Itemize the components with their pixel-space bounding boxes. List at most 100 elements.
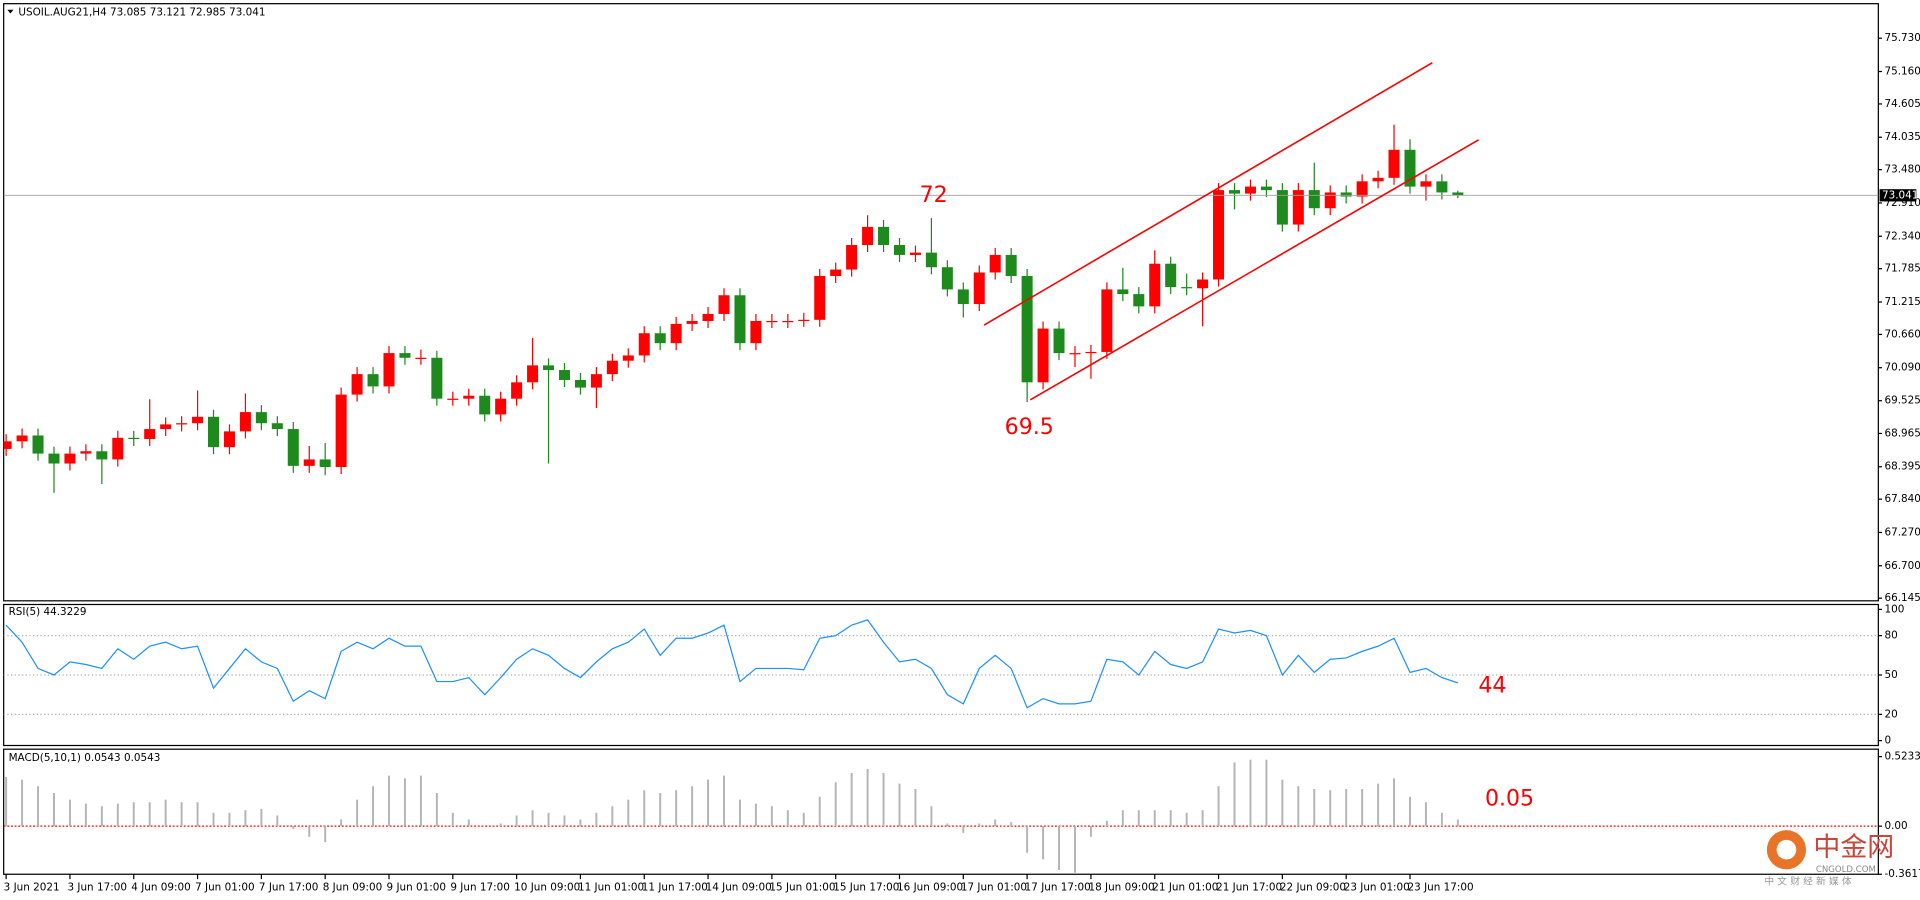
candle-body <box>319 459 331 468</box>
x-tick-label: 16 Jun 09:00 <box>897 882 963 894</box>
candle-body <box>782 320 794 323</box>
candle-body <box>1420 181 1432 187</box>
y-tick-label: 67.840 <box>1884 493 1920 505</box>
candle-body <box>1037 328 1049 383</box>
candle-body <box>1308 190 1320 209</box>
candle-body <box>862 226 874 246</box>
x-tick-label: 18 Jun 09:00 <box>1088 882 1154 894</box>
candle-body <box>1085 351 1097 354</box>
candle-body <box>431 357 443 399</box>
current-price-box <box>1879 189 1917 202</box>
candle-body <box>622 355 634 361</box>
candle-body <box>16 435 28 442</box>
candle-body <box>973 272 985 305</box>
candle-body <box>590 374 602 388</box>
y-tick-label: 67.270 <box>1884 526 1920 538</box>
candle-body <box>1149 263 1161 307</box>
candle-body <box>1197 279 1209 289</box>
candle-body <box>670 323 682 344</box>
y-tick-label: 74.605 <box>1884 98 1920 110</box>
x-tick-label: 17 Jun 17:00 <box>1025 882 1091 894</box>
candle-body <box>846 245 858 270</box>
x-tick-label: 21 Jun 01:00 <box>1152 882 1218 894</box>
menu-triangle[interactable] <box>7 9 14 14</box>
y-tick-label: 73.480 <box>1884 164 1920 176</box>
candle-body <box>1117 289 1129 295</box>
candle-body <box>48 453 60 464</box>
candle-body <box>750 320 762 344</box>
main-panel <box>3 3 1879 602</box>
annotation: 44 <box>1478 674 1506 699</box>
candle-body <box>909 252 921 255</box>
rsi-title: RSI(5) 44.3229 <box>9 606 87 618</box>
x-tick-label: 23 Jun 17:00 <box>1408 882 1474 894</box>
candle-body <box>255 412 267 424</box>
plot-area <box>3 62 1879 493</box>
candle-body <box>702 313 714 321</box>
candle-body <box>957 289 969 305</box>
candle-body <box>1404 149 1416 187</box>
candle-body <box>830 269 842 276</box>
candle-body <box>495 398 507 415</box>
y-tick-label: 75.730 <box>1884 32 1920 44</box>
candle-body <box>527 365 539 383</box>
candle-body <box>1372 177 1384 182</box>
watermark-site: CNGOLD.COM <box>1816 865 1876 875</box>
candle-body <box>96 451 108 460</box>
candle-body <box>511 382 523 399</box>
candle-body <box>638 333 650 356</box>
candle-body <box>479 395 491 415</box>
candle-body <box>574 379 586 388</box>
candle-body <box>367 374 379 387</box>
candle-body <box>543 365 555 371</box>
candle-body <box>160 424 172 430</box>
x-tick-label: 11 Jun 17:00 <box>642 882 708 894</box>
x-tick-label: 3 Jun 17:00 <box>67 882 126 894</box>
y-tick-label: 74.035 <box>1884 131 1920 143</box>
x-tick-label: 14 Jun 09:00 <box>706 882 772 894</box>
x-tick-label: 15 Jun 17:00 <box>833 882 899 894</box>
candle-body <box>654 333 666 344</box>
x-tick-label: 3 Jun 2021 <box>4 882 60 894</box>
plot-area <box>3 759 1879 873</box>
candle-body <box>878 226 890 246</box>
candle-body <box>1356 181 1368 197</box>
y-tick-label: 66.700 <box>1884 560 1920 572</box>
y-tick-label: -0.3617 <box>1884 868 1920 880</box>
candle-body <box>303 459 315 466</box>
candle-body <box>112 437 124 460</box>
candle-body <box>80 451 92 454</box>
annotation: 69.5 <box>1005 415 1054 440</box>
candle-body <box>1053 328 1065 354</box>
annotation: 0.05 <box>1485 786 1534 811</box>
y-tick-label: 70.090 <box>1884 362 1920 374</box>
y-tick-label: 69.525 <box>1884 395 1920 407</box>
watermark-tagline: 中 文 财 经 新 媒 体 <box>1764 875 1851 888</box>
candle-body <box>1292 190 1304 225</box>
current-price-label: 73.041 <box>1882 189 1918 201</box>
y-tick-label: 0.00 <box>1884 820 1907 832</box>
y-tick-label: 0 <box>1884 735 1891 747</box>
candle-body <box>271 423 283 430</box>
candle-body <box>1021 275 1033 383</box>
y-tick-label: 72.340 <box>1884 230 1920 242</box>
candle-body <box>399 353 411 358</box>
candle-body <box>1005 254 1017 276</box>
candle-body <box>925 252 937 268</box>
x-tick-label: 7 Jun 17:00 <box>259 882 318 894</box>
y-tick-label: 71.215 <box>1884 296 1920 308</box>
candle-body <box>383 353 395 387</box>
candle-body <box>1276 190 1288 225</box>
candle-body <box>1244 186 1256 194</box>
y-tick-label: 68.965 <box>1884 427 1920 439</box>
candle-body <box>1260 186 1272 191</box>
rsi-line <box>5 619 1459 709</box>
candle-body <box>335 394 347 468</box>
candle-body <box>192 416 204 424</box>
candle-body <box>1213 190 1225 280</box>
x-tick-label: 7 Jun 01:00 <box>195 882 254 894</box>
candle-body <box>1228 190 1241 194</box>
candle-body <box>1069 353 1081 355</box>
